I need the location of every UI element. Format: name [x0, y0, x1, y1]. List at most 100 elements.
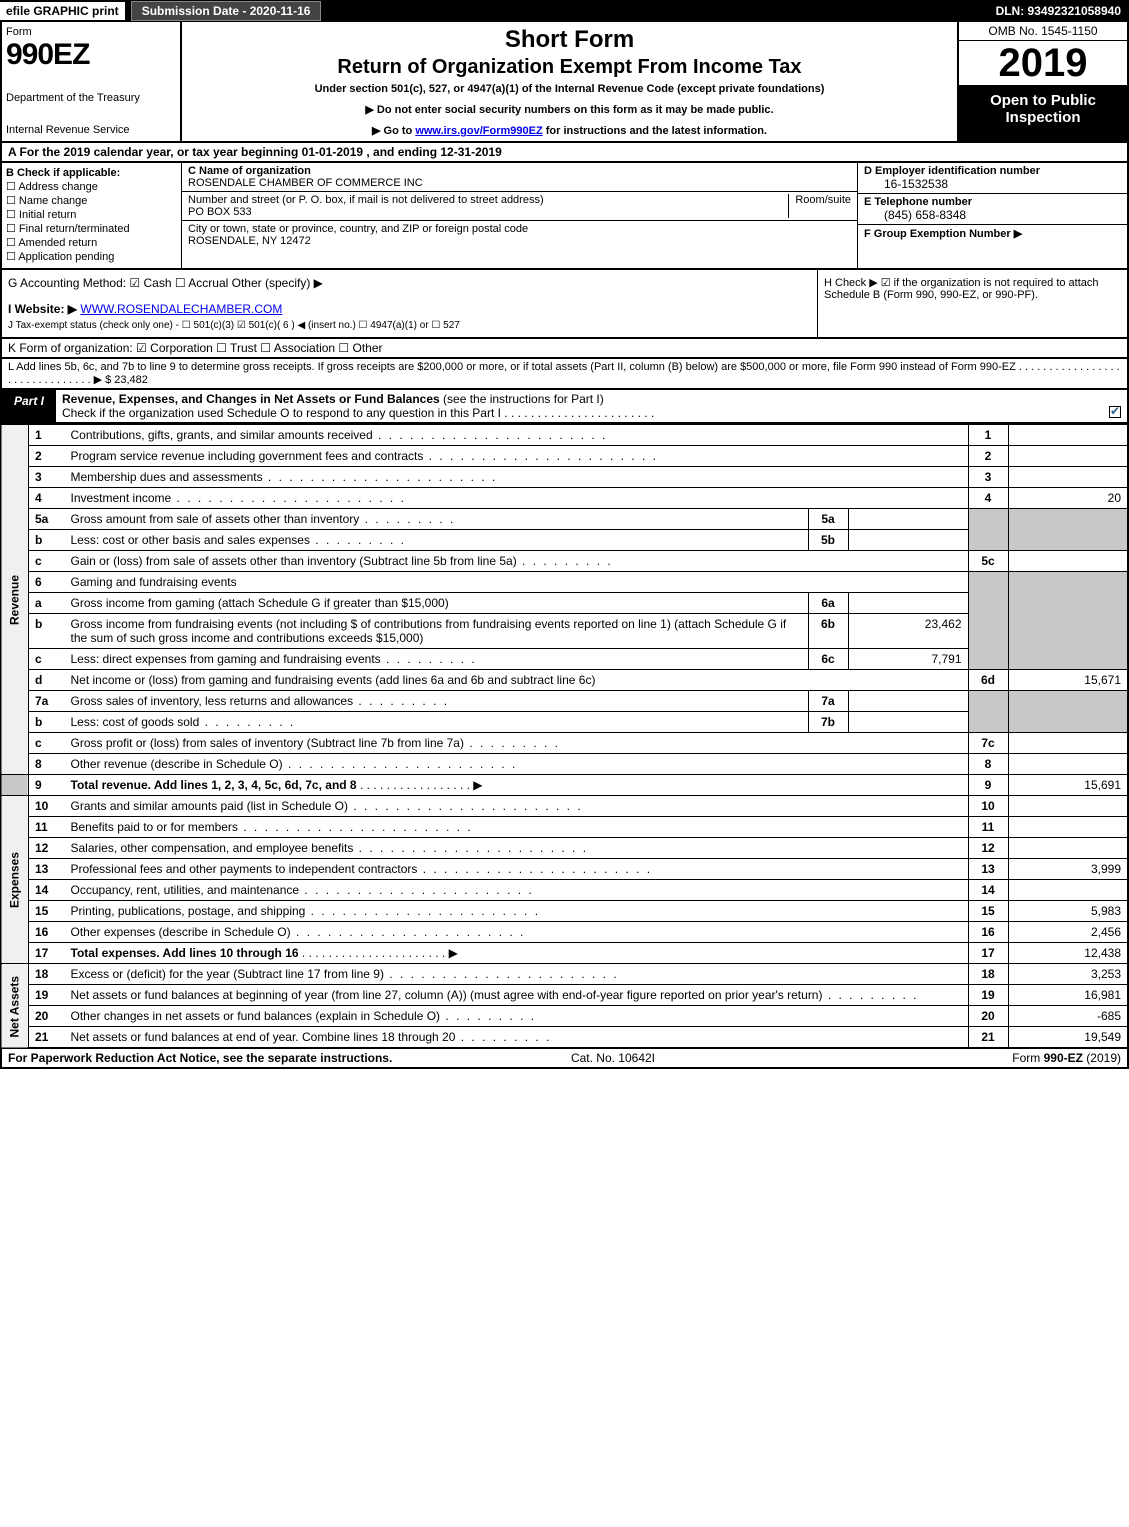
- line-6b-desc: Gross income from fundraising events (no…: [65, 614, 809, 649]
- title-return: Return of Organization Exempt From Incom…: [190, 56, 949, 79]
- line-16-val: 2,456: [1008, 922, 1128, 943]
- line-16-rn: 16: [968, 922, 1008, 943]
- line-20-val: -685: [1008, 1006, 1128, 1027]
- line-7a-sn: 7a: [808, 691, 848, 712]
- section-k: K Form of organization: ☑ Corporation ☐ …: [0, 339, 1129, 359]
- form-word: Form: [6, 26, 176, 38]
- line-7c-val: [1008, 733, 1128, 754]
- line-11-num: 11: [29, 817, 65, 838]
- line-12-rn: 12: [968, 838, 1008, 859]
- line-4-val: 20: [1008, 488, 1128, 509]
- line-1-rn: 1: [968, 425, 1008, 446]
- footer-right: Form 990-EZ (2019): [1012, 1051, 1121, 1065]
- line-5a-desc: Gross amount from sale of assets other t…: [65, 509, 809, 530]
- line-21-rn: 21: [968, 1027, 1008, 1049]
- line-12-num: 12: [29, 838, 65, 859]
- e-phone-value: (845) 658-8348: [864, 208, 1121, 222]
- part1-title: Revenue, Expenses, and Changes in Net As…: [62, 392, 440, 406]
- line-8-rn: 8: [968, 754, 1008, 775]
- part1-check-text: Check if the organization used Schedule …: [62, 406, 654, 420]
- line-15-rn: 15: [968, 901, 1008, 922]
- line-11-desc: Benefits paid to or for members: [65, 817, 969, 838]
- footer-left: For Paperwork Reduction Act Notice, see …: [8, 1051, 392, 1065]
- arrow-goto-post: for instructions and the latest informat…: [543, 125, 767, 137]
- line-5c-num: c: [29, 551, 65, 572]
- line-17-val: 12,438: [1008, 943, 1128, 964]
- line-8-num: 8: [29, 754, 65, 775]
- info-right: D Employer identification number 16-1532…: [857, 163, 1127, 268]
- line-5ab-grey-val: [1008, 509, 1128, 551]
- f-group-label: F Group Exemption Number ▶: [864, 227, 1121, 240]
- line-19-val: 16,981: [1008, 985, 1128, 1006]
- line-12-val: [1008, 838, 1128, 859]
- line-19-num: 19: [29, 985, 65, 1006]
- website-link[interactable]: WWW.ROSENDALECHAMBER.COM: [80, 302, 282, 316]
- header-right: OMB No. 1545-1150 2019 Open to Public In…: [957, 22, 1127, 141]
- line-9-desc: Total revenue. Add lines 1, 2, 3, 4, 5c,…: [65, 775, 969, 796]
- line-17-rn: 17: [968, 943, 1008, 964]
- line-7a-desc: Gross sales of inventory, less returns a…: [65, 691, 809, 712]
- line-5c-rn: 5c: [968, 551, 1008, 572]
- line-7c-rn: 7c: [968, 733, 1008, 754]
- line-16-num: 16: [29, 922, 65, 943]
- line-5a-num: 5a: [29, 509, 65, 530]
- section-b-label: B Check if applicable:: [6, 167, 177, 179]
- c-city-label: City or town, state or province, country…: [188, 223, 528, 235]
- line-13-rn: 13: [968, 859, 1008, 880]
- line-14-rn: 14: [968, 880, 1008, 901]
- c-city-value: ROSENDALE, NY 12472: [188, 235, 528, 247]
- line-6-grey: [968, 572, 1008, 670]
- line-20-rn: 20: [968, 1006, 1008, 1027]
- line-6a-sv: [848, 593, 968, 614]
- d-ein-value: 16-1532538: [864, 177, 1121, 191]
- chk-initial-return-label: Initial return: [19, 209, 76, 221]
- netassets-side-label: Net Assets: [1, 964, 29, 1049]
- d-ein-label: D Employer identification number: [864, 165, 1121, 177]
- chk-address-change[interactable]: ☐ Address change: [6, 180, 177, 193]
- line-18-rn: 18: [968, 964, 1008, 985]
- line-6d-rn: 6d: [968, 670, 1008, 691]
- chk-initial-return[interactable]: ☐ Initial return: [6, 208, 177, 221]
- chk-name-change[interactable]: ☐ Name change: [6, 194, 177, 207]
- line-5b-num: b: [29, 530, 65, 551]
- header-left: Form 990EZ Department of the Treasury In…: [2, 22, 182, 141]
- line-15-val: 5,983: [1008, 901, 1128, 922]
- line-11-val: [1008, 817, 1128, 838]
- irs-link[interactable]: www.irs.gov/Form990EZ: [415, 125, 542, 137]
- line-18-num: 18: [29, 964, 65, 985]
- line-10-rn: 10: [968, 796, 1008, 817]
- line-6-grey-val: [1008, 572, 1128, 670]
- line-1-desc: Contributions, gifts, grants, and simila…: [65, 425, 969, 446]
- part1-checkbox[interactable]: [1109, 406, 1121, 418]
- line-5b-desc: Less: cost or other basis and sales expe…: [65, 530, 809, 551]
- section-g: G Accounting Method: ☑ Cash ☐ Accrual Ot…: [8, 276, 811, 290]
- line-6a-sn: 6a: [808, 593, 848, 614]
- chk-amended-return[interactable]: ☐ Amended return: [6, 236, 177, 249]
- line-9-rn: 9: [968, 775, 1008, 796]
- dept-treasury: Department of the Treasury: [6, 92, 176, 104]
- line-5c-val: [1008, 551, 1128, 572]
- chk-final-return[interactable]: ☐ Final return/terminated: [6, 222, 177, 235]
- line-6-num: 6: [29, 572, 65, 593]
- line-21-num: 21: [29, 1027, 65, 1049]
- tax-year: 2019: [959, 41, 1127, 86]
- submission-date-button[interactable]: Submission Date - 2020-11-16: [131, 1, 322, 21]
- chk-address-change-label: Address change: [18, 181, 98, 193]
- chk-application-pending[interactable]: ☐ Application pending: [6, 250, 177, 263]
- line-8-val: [1008, 754, 1128, 775]
- chk-name-change-label: Name change: [19, 195, 88, 207]
- title-under: Under section 501(c), 527, or 4947(a)(1)…: [190, 83, 949, 95]
- section-a-tax-year: A For the 2019 calendar year, or tax yea…: [0, 143, 1129, 163]
- footer: For Paperwork Reduction Act Notice, see …: [0, 1049, 1129, 1069]
- line-2-rn: 2: [968, 446, 1008, 467]
- line-13-val: 3,999: [1008, 859, 1128, 880]
- dln-label: DLN: 93492321058940: [996, 4, 1129, 18]
- efile-print-button[interactable]: efile GRAPHIC print: [0, 2, 125, 20]
- line-7b-num: b: [29, 712, 65, 733]
- dept-irs: Internal Revenue Service: [6, 124, 176, 136]
- line-6c-sv: 7,791: [848, 649, 968, 670]
- line-5a-sv: [848, 509, 968, 530]
- line-20-desc: Other changes in net assets or fund bala…: [65, 1006, 969, 1027]
- footer-right-pre: Form: [1012, 1051, 1043, 1065]
- line-10-desc: Grants and similar amounts paid (list in…: [65, 796, 969, 817]
